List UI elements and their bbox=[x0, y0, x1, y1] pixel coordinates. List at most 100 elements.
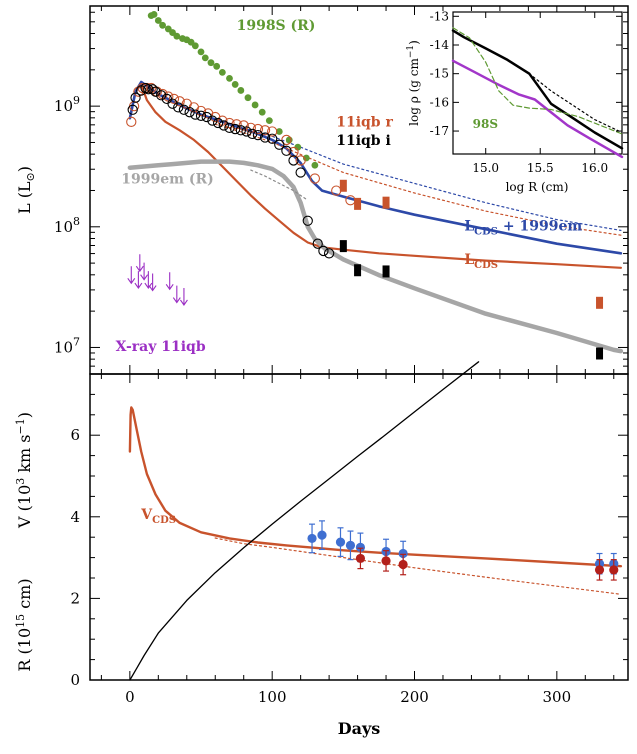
x-ray-upper-limit-arrow bbox=[127, 266, 136, 285]
y-tick-exponent: 7 bbox=[73, 335, 80, 348]
inset-x-tick-label: 15.0 bbox=[472, 161, 499, 175]
11iqb-i-black-circles-point bbox=[274, 139, 285, 150]
11iqb-i-black-circles-point bbox=[224, 122, 235, 134]
x-tick-label: 0 bbox=[125, 688, 135, 706]
velocity-y-axis-title: V (103 km s−1) bbox=[14, 412, 34, 529]
11iqb-i-black-circles-point bbox=[218, 120, 229, 131]
x-ray-upper-limit-arrow bbox=[134, 271, 143, 290]
11iqb-i-black-circles-point bbox=[235, 125, 247, 136]
velocity-red-points-point bbox=[381, 556, 391, 566]
y-tick-base: 10 bbox=[54, 97, 73, 115]
1998s-r-point bbox=[213, 62, 221, 70]
y-tick-base: 10 bbox=[54, 218, 73, 236]
1998s-r-point bbox=[150, 11, 158, 18]
1998s-r-point bbox=[201, 54, 209, 62]
y-tick-label: 109 bbox=[54, 94, 80, 115]
1998s-r-point bbox=[191, 42, 199, 50]
y-tick-exponent: 8 bbox=[73, 215, 80, 228]
series-label-sub: CDS bbox=[474, 226, 498, 237]
l-cds-line bbox=[128, 83, 622, 269]
11iqb-model-purple-line bbox=[451, 59, 624, 159]
11iqb-i-black-bars-marker bbox=[382, 265, 390, 278]
11iqb-i-black-circles-point bbox=[323, 248, 335, 259]
v-cds-line bbox=[128, 406, 623, 568]
11iqb-i-black-circles-point bbox=[201, 111, 212, 123]
11iqb-i-black-circles-point bbox=[173, 102, 184, 113]
1998s-r-point bbox=[265, 117, 273, 125]
1998s-r-point bbox=[197, 48, 205, 56]
11iqb-r-annotation: 11iqb r bbox=[336, 115, 393, 131]
inset-y-tick-label: -17 bbox=[430, 124, 449, 138]
11iqb-r-orange-circles-point bbox=[137, 82, 148, 94]
11iqb-r-orange-circles-point bbox=[281, 134, 292, 146]
velocity-blue-points-point bbox=[335, 537, 346, 547]
11iqb-i-black-circles-point bbox=[150, 86, 161, 97]
x-tick-label: 200 bbox=[400, 688, 429, 706]
11iqb-r-orange-circles-point bbox=[126, 116, 137, 127]
11iqb-r-orange-bars-marker bbox=[596, 296, 604, 309]
1998s-r-point bbox=[218, 68, 226, 76]
1998s-r-point bbox=[251, 101, 259, 109]
11iqb-r-orange-circles-point bbox=[224, 117, 235, 129]
11iqb-r-orange-circles-point bbox=[195, 105, 207, 117]
11iqb-i-black-circles-point bbox=[259, 132, 271, 143]
inset-y-tick-label: -14 bbox=[430, 38, 450, 52]
r-radius-line bbox=[129, 361, 480, 681]
y-tick-label: 108 bbox=[54, 215, 80, 236]
11iqb-i-black-circles-point bbox=[178, 104, 190, 115]
1998s-r-point bbox=[244, 94, 252, 102]
x-ray-upper-limit-arrow bbox=[179, 287, 188, 306]
x-ray-upper-limit-arrow bbox=[144, 271, 153, 290]
1998s-r-annotation: 1998S (R) bbox=[237, 18, 316, 34]
inset-x-tick-label: 15.5 bbox=[527, 161, 554, 175]
y-tick-label: 0 bbox=[70, 671, 80, 689]
1999em-r-line bbox=[127, 159, 624, 354]
velocity-red-points-point bbox=[609, 565, 619, 575]
v-model-dotted-line bbox=[214, 537, 622, 595]
1998s-r-point bbox=[294, 143, 302, 151]
1998s-r-point bbox=[159, 21, 166, 29]
top-panel: 1998S (R) 11iqb r 11iqb i 1999em (R) X-ray 1… bbox=[54, 5, 629, 375]
11iqb-i-black-circles-point bbox=[167, 98, 178, 109]
1998s-r-point bbox=[237, 87, 245, 94]
series-label-tail: + 1999em bbox=[498, 218, 582, 234]
1998s-r-point bbox=[207, 59, 215, 67]
1998s-r-point bbox=[173, 32, 181, 40]
series-label-sub: CDS bbox=[474, 260, 498, 271]
11iqb-r-orange-bars-marker bbox=[354, 197, 362, 210]
11iqb-i-annotation: 11iqb i bbox=[336, 133, 391, 149]
vcds-label: VCDS bbox=[140, 507, 176, 526]
11iqb-i-black-circles-point bbox=[252, 129, 264, 141]
series-label-sub: CDS bbox=[152, 515, 176, 526]
model-dotted-gray-line bbox=[250, 169, 309, 201]
x-ray-upper-limit-arrow bbox=[165, 272, 174, 291]
x-tick-label: 300 bbox=[543, 688, 572, 706]
11iqb-i-black-circles-point bbox=[184, 107, 195, 118]
11iqb-i-black-circles-point bbox=[147, 84, 158, 95]
11iqb-i-black-circles-point bbox=[212, 117, 224, 129]
x-ray-upper-limit-arrow bbox=[140, 262, 149, 281]
y-tick-label: 6 bbox=[70, 426, 80, 444]
1998s-r-point bbox=[226, 74, 233, 82]
inset-y-tick-label: -15 bbox=[430, 67, 449, 81]
1998s-r-point bbox=[275, 128, 283, 135]
11iqb-r-orange-circles-point bbox=[174, 96, 185, 107]
11iqb-i-black-bars-marker bbox=[596, 347, 604, 360]
y-tick-label: 107 bbox=[54, 335, 80, 356]
11iqb-i-black-circles-point bbox=[247, 128, 258, 140]
11iqb-i-black-circles-point bbox=[267, 133, 278, 144]
11iqb-i-black-circles-point bbox=[288, 155, 299, 166]
y-tick-label: 4 bbox=[70, 508, 80, 526]
velocity-blue-points-point bbox=[307, 533, 317, 544]
11iqb-r-orange-circles-point bbox=[267, 126, 278, 137]
11iqb-i-black-circles-point bbox=[230, 123, 241, 135]
11iqb-i-black-circles-point bbox=[207, 115, 218, 126]
velocity-blue-points-point bbox=[398, 548, 408, 559]
inset-y-axis-title: log ρ (g cm−1) bbox=[406, 40, 421, 126]
lcds-label: LCDS bbox=[464, 252, 498, 271]
11iqb-i-black-circles-point bbox=[281, 145, 292, 156]
velocity-red-points-point bbox=[398, 559, 408, 570]
series-label-main: V bbox=[140, 507, 153, 523]
11iqb-i-black-bars-marker bbox=[339, 240, 347, 253]
